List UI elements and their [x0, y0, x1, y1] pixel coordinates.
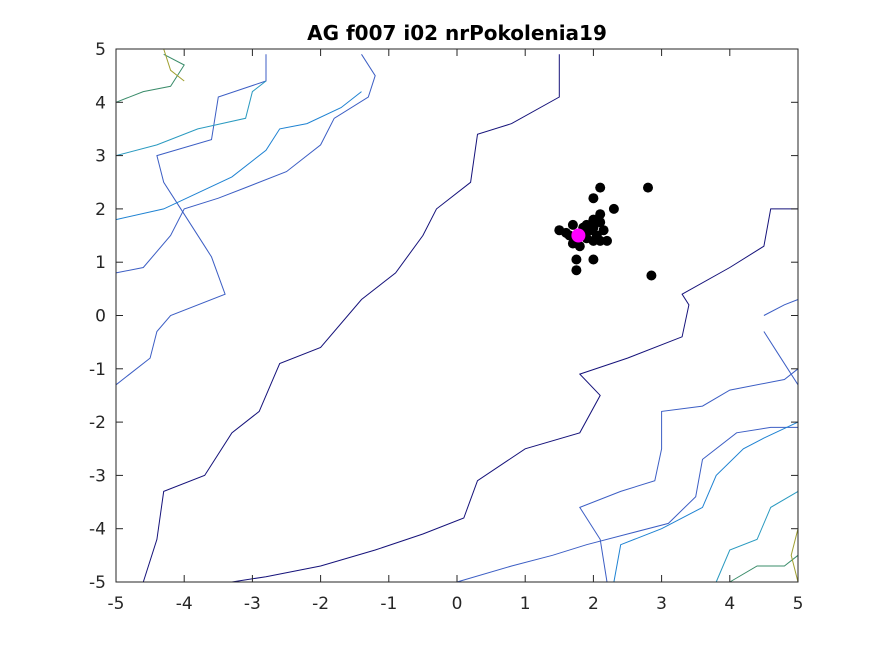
contour-line-7	[163, 48, 185, 82]
population-point	[608, 203, 619, 214]
population-point	[588, 254, 599, 265]
x-tick-label: 4	[724, 594, 735, 614]
x-tick-label: 0	[452, 594, 463, 614]
contour-line-0	[142, 54, 560, 583]
x-tick-label: -5	[108, 594, 125, 614]
contour-line-2	[115, 54, 267, 386]
contour-line-10	[613, 421, 799, 583]
contour-line-8	[579, 368, 799, 583]
contour-line-9	[456, 426, 798, 583]
population-point	[574, 241, 585, 252]
contour-line-13	[790, 528, 799, 583]
population-point	[598, 225, 609, 236]
chart-title: AG f007 i02 nrPokolenia19	[307, 21, 607, 45]
x-tick-label: 2	[588, 594, 599, 614]
y-tick-label: 3	[95, 147, 106, 167]
x-tick-label: -2	[312, 594, 329, 614]
population-point	[646, 270, 657, 281]
contour-line-15	[763, 331, 799, 386]
contour-lines	[115, 48, 799, 583]
population-point	[588, 193, 599, 204]
y-tick-label: 4	[95, 93, 106, 113]
y-tick-label: 1	[95, 253, 106, 273]
y-tick-label: 2	[95, 200, 106, 220]
y-tick-label: -3	[89, 466, 106, 486]
contour-line-3	[115, 54, 376, 274]
y-tick-label: -5	[89, 573, 106, 593]
x-tick-label: -4	[176, 594, 193, 614]
contour-line-5	[115, 80, 267, 157]
x-tick-label: 3	[656, 594, 667, 614]
population-point	[602, 235, 612, 246]
population-point	[643, 182, 653, 193]
population-point	[571, 254, 582, 265]
contour-line-14	[763, 299, 799, 316]
axes-background	[116, 49, 798, 582]
population-point	[595, 217, 606, 228]
y-tick-label: -4	[89, 520, 106, 540]
contour-line-4	[115, 91, 362, 221]
population-point	[567, 219, 578, 230]
x-tick-label: 5	[793, 594, 804, 614]
y-tick-label: -2	[89, 413, 106, 433]
plot-area	[115, 48, 799, 583]
y-tick-label: 0	[95, 307, 106, 327]
contour-line-6	[115, 53, 185, 103]
contour-line-11	[715, 490, 799, 583]
contour-line-12	[729, 554, 799, 583]
x-tick-label: -3	[244, 594, 261, 614]
scatter-points	[554, 182, 657, 281]
population-point	[595, 182, 606, 193]
population-point	[595, 209, 606, 220]
x-tick-label: 1	[520, 594, 531, 614]
x-axis-ticks: -5 -4 -3 -2 -1 0 1 2 3 4 5	[108, 49, 804, 614]
y-tick-label: 5	[95, 40, 106, 60]
y-axis-ticks: 5 4 3 2 1 0 -1 -2 -3 -4 -5	[89, 40, 798, 593]
population-point	[571, 265, 582, 276]
best-point	[571, 228, 586, 243]
x-tick-label: -1	[380, 594, 397, 614]
contour-line-1	[231, 208, 798, 583]
y-tick-label: -1	[89, 360, 106, 380]
population-point	[588, 222, 599, 233]
